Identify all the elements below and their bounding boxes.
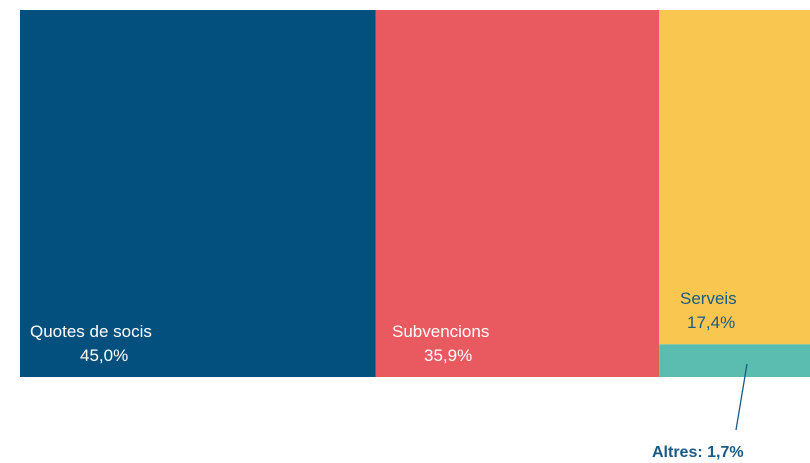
altres-leader-line [735, 363, 748, 431]
label-subvencions-value: 35,9% [424, 346, 472, 365]
segment-altres [659, 344, 810, 377]
label-altres-annotation: Altres: 1,7% [652, 444, 744, 461]
label-quotes-value: 45,0% [80, 346, 128, 365]
label-quotes-name: Quotes de socis [30, 322, 152, 341]
label-subvencions-name: Subvencions [392, 322, 489, 341]
segment-quotes-de-socis [20, 10, 376, 377]
label-serveis-value: 17,4% [687, 313, 735, 332]
segment-serveis [659, 10, 810, 345]
label-serveis-name: Serveis [680, 289, 737, 308]
segment-subvencions [375, 10, 660, 377]
